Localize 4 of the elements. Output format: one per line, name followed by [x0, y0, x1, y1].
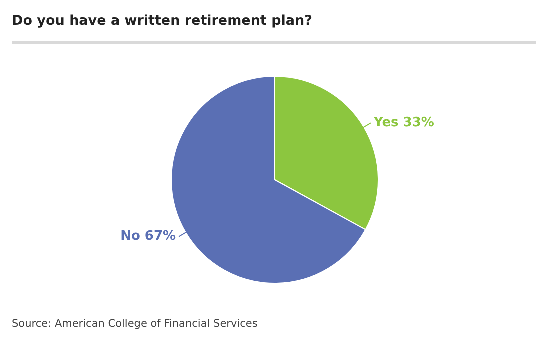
source-note: Source: American College of Financial Services: [12, 318, 258, 330]
chart-title: Do you have a written retirement plan?: [12, 13, 312, 29]
slice-label: Yes 33%: [372, 116, 434, 131]
slice-label: No 67%: [120, 229, 176, 244]
